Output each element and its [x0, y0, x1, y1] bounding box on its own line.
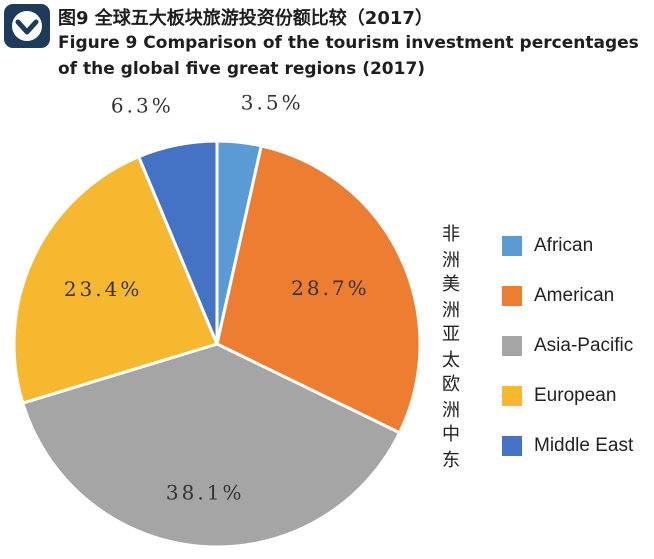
figure-title-cn: 图9 全球五大板块旅游投资份额比较（2017） — [58, 8, 433, 29]
data-label: 6.3% — [111, 94, 174, 118]
chart-legend: 非 洲 African 美 洲 American 亚 太 Asia-Pacifi… — [442, 221, 633, 471]
data-label: 38.1% — [166, 480, 245, 504]
figure-title-en-line1: Figure 9 Comparison of the tourism inves… — [58, 33, 639, 53]
legend-label-cn: 非 洲 — [442, 224, 469, 271]
figure-title-en: Figure 9 Comparison of the tourism inves… — [58, 30, 648, 82]
legend-label-en: American — [534, 285, 615, 306]
legend-item-european: 欧 洲 European — [442, 371, 633, 421]
legend-swatch — [502, 436, 522, 456]
legend-label-en: Middle East — [534, 435, 634, 456]
pie-slice-asia-pacific — [20, 342, 402, 549]
legend-item-middle-east: 中 东 Middle East — [442, 421, 633, 471]
legend-item-african: 非 洲 African — [442, 221, 633, 271]
data-label: 3.5% — [241, 90, 304, 114]
legend-swatch — [502, 336, 522, 356]
logo-icon — [4, 4, 50, 48]
legend-swatch — [502, 286, 522, 306]
legend-label-cn: 中 东 — [442, 424, 469, 471]
legend-item-asia-pacific: 亚 太 Asia-Pacific — [442, 321, 633, 371]
data-label: 28.7% — [291, 276, 370, 300]
pie-slice-middle-east — [136, 139, 219, 345]
pie-slice-american — [215, 144, 422, 435]
legend-label-en: European — [534, 385, 617, 406]
legend-label-en: Asia-Pacific — [534, 335, 634, 356]
legend-item-american: 美 洲 American — [442, 271, 633, 321]
legend-label-cn: 欧 洲 — [442, 374, 469, 421]
legend-swatch — [502, 236, 522, 256]
legend-label-cn: 美 洲 — [442, 274, 469, 321]
legend-label-en: African — [534, 235, 594, 256]
legend-label-cn: 亚 太 — [442, 324, 469, 371]
data-label: 23.4% — [64, 277, 143, 301]
pie-slice-european — [12, 154, 220, 405]
figure-title-en-line2: of the global five great regions (2017) — [58, 59, 426, 79]
legend-swatch — [502, 386, 522, 406]
